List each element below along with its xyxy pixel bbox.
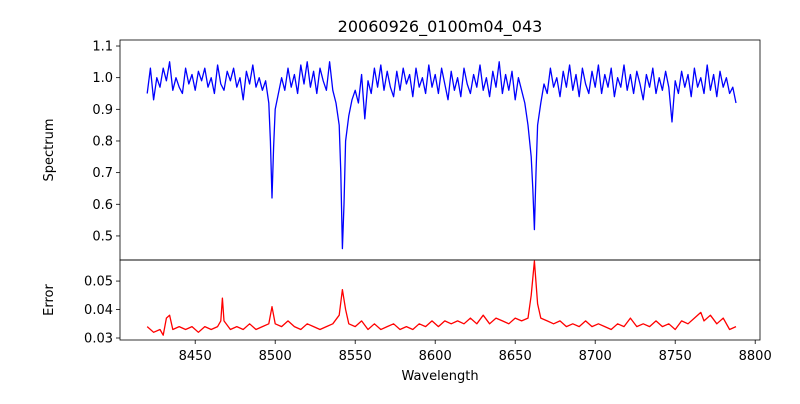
x-tick-label: 8750 — [659, 349, 692, 364]
spectrum-line — [146, 61, 737, 250]
x-tick-label: 8500 — [259, 349, 292, 364]
x-tick-label: 8600 — [419, 349, 452, 364]
chart-title: 20060926_0100m04_043 — [338, 17, 543, 37]
error-line — [146, 260, 737, 336]
x-tick-label: 8650 — [499, 349, 532, 364]
spectrum-y-tick-label: 0.5 — [92, 229, 113, 244]
spectrum-y-tick-label: 0.6 — [92, 198, 113, 213]
spectrum-y-tick-label: 1.0 — [92, 71, 113, 86]
error-y-tick-label: 0.04 — [84, 303, 113, 318]
error-axes-frame — [119, 259, 761, 341]
x-axis-label: Wavelength — [401, 369, 478, 384]
spectrum-y-tick-label: 0.7 — [92, 166, 113, 181]
spectrum-y-tick-label: 1.1 — [92, 40, 113, 55]
spectrum-panel: 0.5 0.6 0.7 0.8 0.9 1.0 1.1 — [92, 39, 761, 261]
x-tick-label: 8550 — [339, 349, 372, 364]
x-tick-label: 8700 — [579, 349, 612, 364]
x-tick-label: 8800 — [739, 349, 772, 364]
spectrum-y-tick-label: 0.8 — [92, 134, 113, 149]
error-y-label: Error — [42, 284, 57, 316]
error-y-tick-label: 0.05 — [84, 275, 113, 290]
spectrum-y-label: Spectrum — [42, 119, 57, 182]
spectrum-axes-frame — [119, 39, 761, 261]
error-y-tick-label: 0.03 — [84, 332, 113, 347]
spectrum-y-tick-label: 0.9 — [92, 103, 113, 118]
x-tick-label: 8450 — [179, 349, 212, 364]
error-panel: 0.03 0.04 0.05 8450 8500 8550 8600 8650 8700 8750… — [84, 259, 772, 364]
